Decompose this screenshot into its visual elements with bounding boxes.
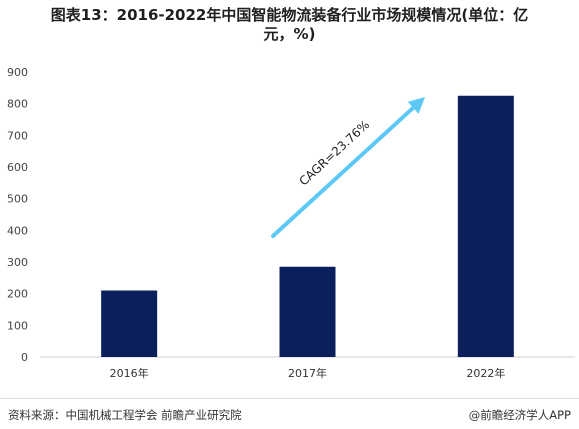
x-tick-label-0: 2016年 [110, 366, 149, 380]
footer: 资料来源：中国机械工程学会 前瞻产业研究院 @前瞻经济学人APP [0, 398, 579, 429]
bar-0 [101, 290, 158, 357]
bar-1 [279, 266, 336, 357]
y-tick-label-6: 600 [7, 161, 28, 174]
y-tick-label-7: 700 [7, 129, 28, 142]
y-tick-label-1: 100 [7, 319, 28, 332]
chart-title: 图表13：2016-2022年中国智能物流装备行业市场规模情况(单位：亿 元，%… [0, 6, 579, 44]
brand-credit: @前瞻经济学人APP [468, 408, 571, 422]
cagr-annotation: CAGR=23.76% [271, 97, 425, 238]
cagr-arrow-shaft [271, 105, 416, 238]
y-tick-label-5: 500 [7, 193, 28, 206]
source-note: 资料来源：中国机械工程学会 前瞻产业研究院 [8, 408, 242, 422]
y-tick-label-0: 0 [21, 351, 28, 364]
chart-title-line-1: 图表13：2016-2022年中国智能物流装备行业市场规模情况(单位：亿 [50, 6, 529, 24]
y-tick-label-2: 200 [7, 288, 28, 301]
y-tick-label-8: 800 [7, 98, 28, 111]
y-tick-label-9: 900 [7, 66, 28, 79]
cagr-arrow-head [407, 97, 425, 114]
y-tick-label-4: 400 [7, 224, 28, 237]
x-tick-label-2: 2022年 [466, 366, 505, 380]
bar-2 [457, 95, 514, 357]
bar-series [101, 95, 514, 357]
chart-title-line-2: 元，%) [263, 25, 316, 43]
x-tick-label-1: 2017年 [288, 366, 327, 380]
y-tick-label-3: 300 [7, 256, 28, 269]
chart-axis: 0 100 200 300 400 500 600 700 800 900 [7, 66, 575, 364]
category-labels: 2016年 2017年 2022年 [110, 366, 506, 380]
